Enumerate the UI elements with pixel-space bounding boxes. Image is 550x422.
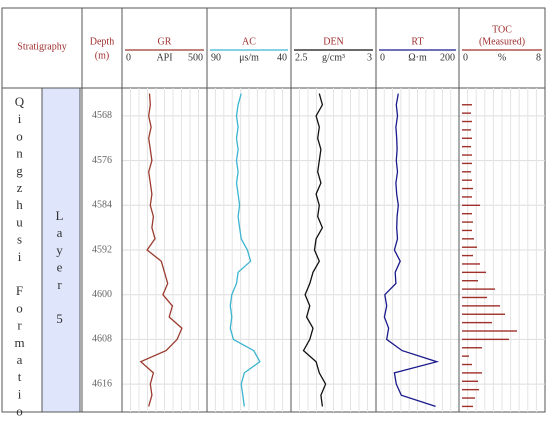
track-title: TOC xyxy=(492,24,512,35)
scale-min: 0 xyxy=(380,52,385,63)
toc-bar xyxy=(462,338,509,341)
scale-max: 200 xyxy=(440,52,455,63)
scale-min: 0 xyxy=(463,52,468,63)
depth-header: Depth xyxy=(90,36,114,47)
toc-bar xyxy=(462,171,471,173)
track-title: AC xyxy=(242,36,256,47)
toc-bar xyxy=(462,221,473,223)
toc-bar xyxy=(462,187,473,190)
toc-bar xyxy=(462,145,471,148)
depth-tick-label: 4608 xyxy=(92,334,112,345)
toc-bar xyxy=(462,372,482,374)
depth-tick-label: 4600 xyxy=(92,289,112,300)
depth-tick-label: 4576 xyxy=(92,155,112,166)
toc-bar xyxy=(462,388,479,391)
depth-tick-label: 4584 xyxy=(92,200,112,211)
log-curve xyxy=(229,93,261,407)
toc-bar xyxy=(462,154,472,156)
toc-bar xyxy=(462,196,472,198)
toc-bar xyxy=(462,363,472,366)
scale-max: 40 xyxy=(277,52,287,63)
toc-bar xyxy=(462,296,487,299)
scale-max: 500 xyxy=(188,52,203,63)
toc-bar xyxy=(462,254,473,257)
depth-unit: (m) xyxy=(95,50,109,61)
toc-bar xyxy=(462,212,472,215)
log-curve xyxy=(302,93,327,407)
depth-tick-label: 4568 xyxy=(92,110,112,121)
scale-min: 0 xyxy=(126,52,131,63)
scale-unit: μs/m xyxy=(239,52,259,63)
scale-min: 2.5 xyxy=(295,52,308,63)
toc-bar xyxy=(462,137,472,139)
toc-bar xyxy=(462,280,478,282)
toc-bar xyxy=(462,104,472,106)
scale-max: 8 xyxy=(536,52,541,63)
toc-bar xyxy=(462,305,500,307)
frame xyxy=(1,7,546,413)
track-title: RT xyxy=(411,36,423,47)
scale-min: 90 xyxy=(211,52,221,63)
toc-bar xyxy=(462,313,505,315)
toc-bar xyxy=(462,229,472,232)
toc-bar xyxy=(462,179,472,181)
track-title: GR xyxy=(158,36,172,47)
toc-bar xyxy=(462,288,495,290)
toc-bar xyxy=(462,405,473,408)
toc-bar xyxy=(462,397,475,399)
toc-bar xyxy=(462,271,486,274)
formation-label: Qiongzhusi Formation xyxy=(12,94,27,422)
toc-bar xyxy=(462,204,480,207)
toc-bar xyxy=(462,246,477,248)
layer-label: Layer 5 xyxy=(52,208,67,329)
toc-bar xyxy=(462,347,482,349)
toc-bar xyxy=(462,321,492,324)
toc-bar xyxy=(462,263,480,265)
toc-bar xyxy=(462,162,472,165)
scale-unit: API xyxy=(156,52,172,63)
toc-bar xyxy=(462,380,478,382)
scale-unit: g/cm³ xyxy=(322,52,345,63)
track-subtitle: (Measured) xyxy=(479,36,525,47)
scale-unit: % xyxy=(498,52,506,63)
toc-bar xyxy=(462,120,472,123)
toc-bar xyxy=(462,238,474,240)
toc-bar xyxy=(462,129,471,131)
scale-unit: Ω·m xyxy=(408,52,427,63)
layer-box xyxy=(41,87,81,413)
toc-bar xyxy=(462,112,471,114)
depth-tick-label: 4592 xyxy=(92,244,112,255)
toc-bar xyxy=(462,330,517,332)
toc-bar xyxy=(462,355,469,357)
log-curve xyxy=(383,93,440,408)
stratigraphy-header: Stratigraphy xyxy=(17,41,66,52)
log-curve xyxy=(139,93,183,407)
scale-max: 3 xyxy=(367,52,372,63)
depth-tick-label: 4616 xyxy=(92,378,112,389)
track-title: DEN xyxy=(323,36,344,47)
